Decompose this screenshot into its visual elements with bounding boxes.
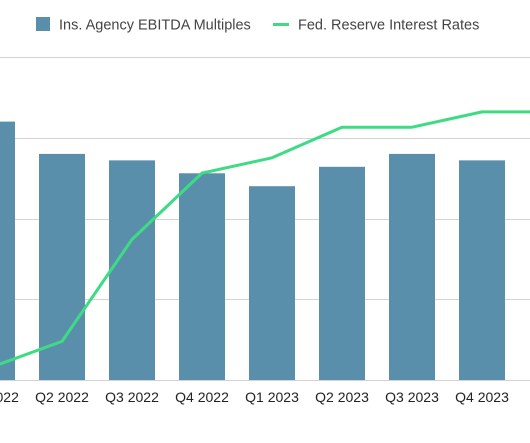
legend-label-ebitda: Ins. Agency EBITDA Multiples — [59, 18, 251, 34]
bar-3 — [179, 173, 225, 380]
bar-0 — [0, 121, 15, 380]
x-tick-label-7: Q4 2023 — [455, 389, 509, 405]
x-tick-label-4: Q1 2023 — [245, 389, 299, 405]
x-tick-label-0: Q1 2022 — [0, 389, 19, 405]
bar-5 — [319, 166, 365, 380]
x-tick-label-6: Q3 2023 — [385, 389, 439, 405]
bar-2 — [109, 160, 155, 380]
x-axis-ticks: Q1 2022 Q2 2022 Q3 2022 Q4 2022 Q1 2023 Q2 20… — [0, 389, 509, 405]
bar-6 — [389, 153, 435, 380]
x-tick-label-3: Q4 2022 — [175, 389, 229, 405]
legend: Ins. Agency EBITDA Multiples Fed. Reserv… — [36, 17, 479, 34]
x-tick-label-1: Q2 2022 — [35, 389, 89, 405]
x-tick-label-5: Q2 2023 — [315, 389, 369, 405]
bar-7 — [459, 160, 505, 380]
line-series — [0, 110, 530, 366]
bar-series — [0, 121, 505, 380]
x-tick-label-2: Q3 2022 — [105, 389, 159, 405]
bar-4 — [249, 186, 295, 380]
legend-swatch-ebitda — [36, 17, 50, 31]
legend-label-fed-rate: Fed. Reserve Interest Rates — [298, 18, 479, 34]
